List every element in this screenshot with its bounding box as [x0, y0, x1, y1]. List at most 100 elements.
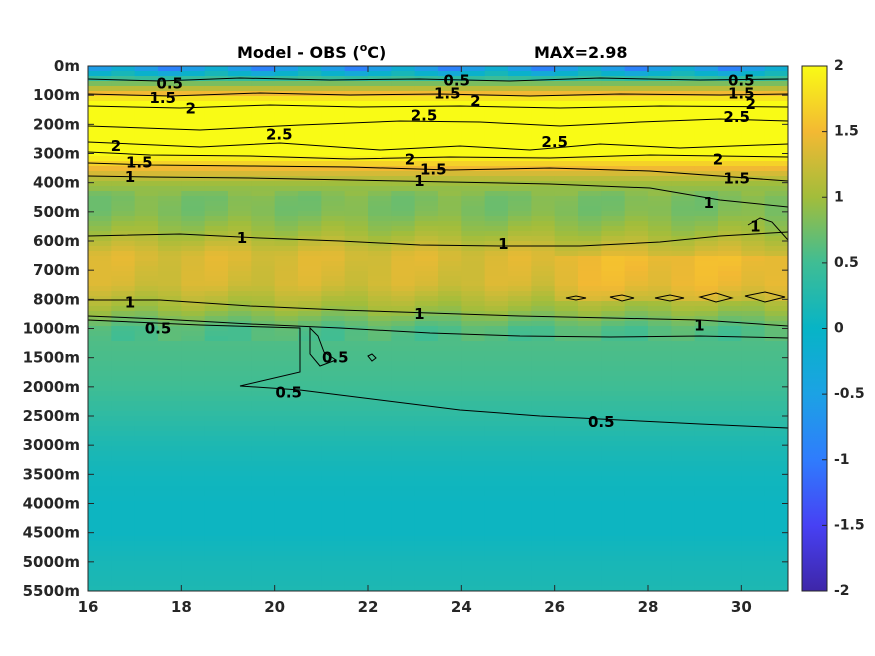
heatmap-cell — [624, 566, 649, 572]
y-tick-label: 5500m — [23, 582, 80, 600]
heatmap-cell — [694, 146, 719, 152]
heatmap-cell — [414, 581, 439, 587]
heatmap-cell — [111, 371, 136, 377]
heatmap-cell — [554, 571, 579, 577]
heatmap-cell — [718, 511, 742, 517]
heatmap-cell — [158, 546, 182, 552]
heatmap-cell — [344, 181, 369, 187]
heatmap-cell — [671, 551, 696, 557]
heatmap-cell — [531, 96, 556, 102]
heatmap-cell — [111, 296, 136, 302]
heatmap-cell — [134, 516, 159, 522]
heatmap-cell — [321, 336, 346, 342]
heatmap-cell — [624, 441, 649, 447]
heatmap-cell — [601, 176, 626, 182]
heatmap-cell — [461, 356, 486, 362]
heatmap-cell — [158, 251, 182, 257]
heatmap-cell — [391, 531, 416, 537]
heatmap-cell — [438, 341, 462, 347]
heatmap-cell — [134, 171, 159, 177]
heatmap-cell — [181, 501, 206, 507]
heatmap-cell — [718, 546, 742, 552]
heatmap-cell — [228, 546, 252, 552]
heatmap-cell — [298, 416, 322, 422]
heatmap-cell — [274, 326, 299, 332]
heatmap-cell — [718, 131, 742, 137]
heatmap-cell — [251, 131, 276, 137]
heatmap-cell — [344, 241, 369, 247]
heatmap-cell — [508, 546, 532, 552]
heatmap-cell — [181, 521, 206, 527]
heatmap-cell — [111, 406, 136, 412]
heatmap-cell — [508, 76, 532, 82]
heatmap-cell — [694, 501, 719, 507]
heatmap-cell — [648, 556, 672, 562]
heatmap-cell — [694, 396, 719, 402]
heatmap-cell — [624, 491, 649, 497]
heatmap-cell — [274, 401, 299, 407]
heatmap-cell — [391, 211, 416, 217]
heatmap-cell — [274, 476, 299, 482]
heatmap-cell — [298, 66, 322, 72]
heatmap-cell — [508, 501, 532, 507]
heatmap-cell — [88, 301, 112, 307]
heatmap-cell — [764, 231, 788, 237]
heatmap-cell — [554, 486, 579, 492]
heatmap-cell — [111, 526, 136, 532]
heatmap-cell — [111, 126, 136, 132]
heatmap-cell — [344, 271, 369, 277]
heatmap-cell — [414, 136, 439, 142]
heatmap-cell — [251, 156, 276, 162]
heatmap-cell — [111, 531, 136, 537]
heatmap-cell — [694, 141, 719, 147]
heatmap-cell — [158, 146, 182, 152]
heatmap-cell — [321, 101, 346, 107]
heatmap-cell — [531, 196, 556, 202]
heatmap-cell — [484, 286, 509, 292]
heatmap-cell — [741, 236, 766, 242]
heatmap-cell — [251, 451, 276, 457]
heatmap-cell — [554, 526, 579, 532]
heatmap-cell — [344, 416, 369, 422]
heatmap-cell — [204, 221, 229, 227]
heatmap-cell — [648, 496, 672, 502]
heatmap-cell — [554, 366, 579, 372]
heatmap-cell — [648, 366, 672, 372]
heatmap-cell — [298, 516, 322, 522]
heatmap-cell — [531, 491, 556, 497]
heatmap-cell — [274, 171, 299, 177]
heatmap-cell — [414, 191, 439, 197]
heatmap-cell — [274, 86, 299, 92]
heatmap-cell — [298, 206, 322, 212]
heatmap-cell — [181, 371, 206, 377]
heatmap-cell — [648, 201, 672, 207]
heatmap-cell — [251, 101, 276, 107]
heatmap-cell — [111, 411, 136, 417]
heatmap-cell — [111, 86, 136, 92]
heatmap-cell — [321, 431, 346, 437]
heatmap-cell — [321, 66, 346, 72]
heatmap-cell — [671, 111, 696, 117]
heatmap-cell — [391, 471, 416, 477]
heatmap-cell — [671, 281, 696, 287]
heatmap-cell — [694, 66, 719, 72]
heatmap-cell — [204, 446, 229, 452]
heatmap-cell — [438, 76, 462, 82]
heatmap-cell — [298, 286, 322, 292]
heatmap-cell — [438, 386, 462, 392]
heatmap-cell — [414, 416, 439, 422]
heatmap-cell — [764, 111, 788, 117]
heatmap-cell — [601, 201, 626, 207]
heatmap-cell — [298, 86, 322, 92]
heatmap-cell — [438, 151, 462, 157]
heatmap-cell — [764, 541, 788, 547]
heatmap-cell — [601, 306, 626, 312]
heatmap-cell — [718, 586, 742, 591]
heatmap-cell — [88, 201, 112, 207]
heatmap-cell — [461, 86, 486, 92]
heatmap-cell — [648, 376, 672, 382]
heatmap-cell — [648, 231, 672, 237]
chart-title: Model - OBS (oC) — [237, 41, 386, 62]
heatmap-cell — [251, 246, 276, 252]
heatmap-cell — [694, 316, 719, 322]
